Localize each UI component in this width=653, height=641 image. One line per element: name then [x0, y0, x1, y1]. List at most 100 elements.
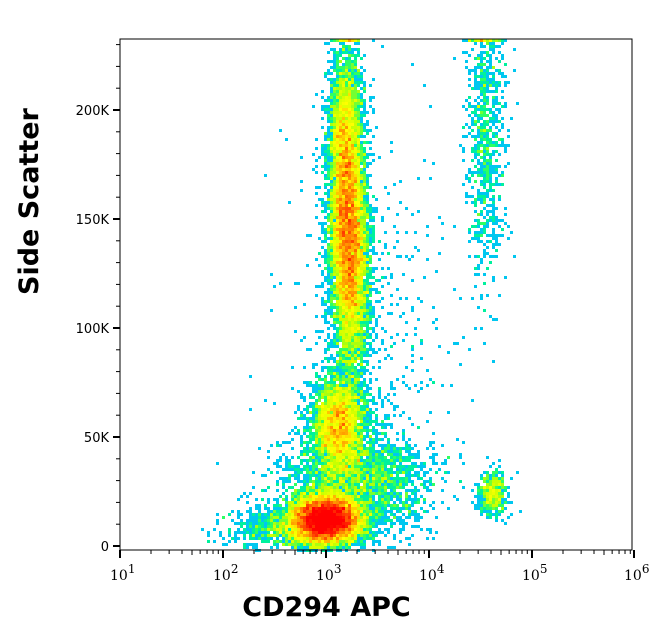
density-bin [354, 510, 357, 513]
density-bin [351, 426, 354, 429]
density-bin [414, 456, 417, 459]
density-bin [324, 210, 327, 213]
density-bin [333, 357, 336, 360]
density-bin [306, 537, 309, 540]
density-bin [342, 126, 345, 129]
density-bin [369, 453, 372, 456]
density-bin [375, 462, 378, 465]
density-bin [330, 135, 333, 138]
density-bin [327, 381, 330, 384]
density-bin [336, 54, 339, 57]
density-bin [417, 525, 420, 528]
density-bin [330, 153, 333, 156]
density-bin [366, 414, 369, 417]
density-bin [492, 81, 495, 84]
density-bin [474, 78, 477, 81]
density-bin [348, 39, 351, 42]
density-bin [375, 450, 378, 453]
density-bin [390, 462, 393, 465]
density-bin [348, 66, 351, 69]
density-bin [360, 330, 363, 333]
density-bin [501, 123, 504, 126]
density-bin [354, 408, 357, 411]
density-bin [342, 474, 345, 477]
density-bin [387, 441, 390, 444]
density-bin [480, 63, 483, 66]
density-bin [330, 387, 333, 390]
density-bin [327, 42, 330, 45]
density-bin [363, 423, 366, 426]
density-bin [333, 78, 336, 81]
density-bin [414, 384, 417, 387]
density-bin [318, 480, 321, 483]
density-bin [336, 282, 339, 285]
density-bin [321, 204, 324, 207]
density-bin [486, 120, 489, 123]
density-bin [321, 486, 324, 489]
density-bin [300, 501, 303, 504]
density-bin [339, 228, 342, 231]
density-bin [336, 483, 339, 486]
density-bin [342, 459, 345, 462]
density-bin [336, 543, 339, 546]
density-bin [495, 117, 498, 120]
density-bin [501, 495, 504, 498]
density-bin [363, 303, 366, 306]
density-bin [483, 108, 486, 111]
density-bin [318, 450, 321, 453]
density-bin [345, 453, 348, 456]
density-bin [324, 438, 327, 441]
density-bin [360, 216, 363, 219]
density-bin [339, 198, 342, 201]
density-bin [312, 390, 315, 393]
density-bin [504, 75, 507, 78]
density-bin [240, 525, 243, 528]
density-bin [291, 501, 294, 504]
density-bin [330, 183, 333, 186]
density-bin [345, 75, 348, 78]
density-bin [336, 447, 339, 450]
density-bin [342, 255, 345, 258]
density-bin [417, 390, 420, 393]
density-bin [372, 276, 375, 279]
density-bin [495, 219, 498, 222]
density-bin [483, 153, 486, 156]
density-bin [399, 447, 402, 450]
density-bin [498, 234, 501, 237]
density-bin [351, 474, 354, 477]
density-bin [291, 366, 294, 369]
density-bin [330, 192, 333, 195]
density-bin [300, 450, 303, 453]
density-bin [333, 99, 336, 102]
density-bin [378, 387, 381, 390]
density-bin [348, 285, 351, 288]
density-bin [405, 498, 408, 501]
density-bin [213, 540, 216, 543]
density-bin [378, 528, 381, 531]
density-bin [357, 39, 360, 42]
density-bin [318, 393, 321, 396]
density-bin [288, 516, 291, 519]
density-bin [357, 114, 360, 117]
density-bin [267, 525, 270, 528]
density-bin [339, 48, 342, 51]
density-bin [345, 450, 348, 453]
density-bin [279, 444, 282, 447]
density-bin [348, 531, 351, 534]
density-bin [279, 495, 282, 498]
density-bin [486, 168, 489, 171]
density-bin [423, 474, 426, 477]
density-bin [276, 480, 279, 483]
density-bin [345, 444, 348, 447]
density-bin [360, 336, 363, 339]
density-bin [345, 225, 348, 228]
density-bin [327, 114, 330, 117]
density-bin [339, 375, 342, 378]
density-bin [405, 516, 408, 519]
density-bin [303, 507, 306, 510]
density-bin [423, 498, 426, 501]
density-bin [297, 456, 300, 459]
density-bin [321, 465, 324, 468]
density-bin [336, 462, 339, 465]
density-bin [444, 471, 447, 474]
